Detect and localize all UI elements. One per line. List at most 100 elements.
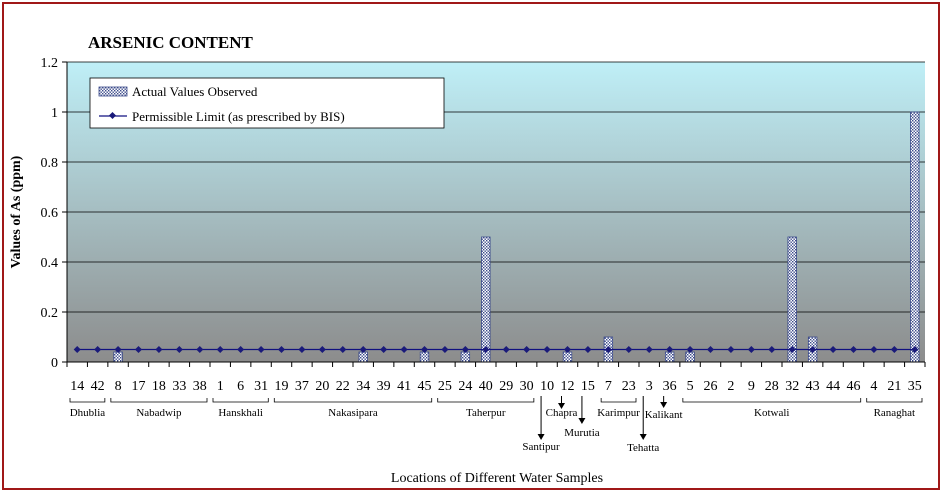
x-tick-label: 35 xyxy=(908,379,922,394)
legend-bar-label: Actual Values Observed xyxy=(132,84,258,99)
limit-marker xyxy=(482,345,490,354)
y-tick-label: 0.6 xyxy=(41,206,59,221)
location-label: Chapra xyxy=(546,407,578,419)
limit-marker xyxy=(298,345,306,354)
location-arrowhead xyxy=(558,403,565,409)
location-arrowhead xyxy=(578,418,586,424)
y-tick-label: 1.2 xyxy=(41,56,59,71)
bar xyxy=(910,111,920,363)
limit-marker xyxy=(604,345,612,354)
limit-marker xyxy=(461,345,469,354)
x-tick-label: 9 xyxy=(748,379,755,394)
x-tick-label: 18 xyxy=(152,379,166,394)
limit-marker xyxy=(911,345,919,354)
limit-marker xyxy=(420,345,429,354)
limit-series xyxy=(73,345,919,354)
x-tick-label: 39 xyxy=(377,379,391,394)
x-tick-label: 5 xyxy=(687,379,694,394)
limit-marker xyxy=(809,345,817,354)
limit-marker xyxy=(686,345,694,354)
x-tick-label: 7 xyxy=(605,379,612,394)
location-bracket xyxy=(273,398,433,403)
x-tick-label: 36 xyxy=(663,379,677,394)
x-tick-label: 6 xyxy=(237,379,244,394)
legend-marker xyxy=(108,111,117,120)
x-tick-label: 44 xyxy=(826,379,840,394)
x-tick-label: 32 xyxy=(785,379,799,394)
x-tick-label: 28 xyxy=(765,379,779,394)
x-tick-label: 46 xyxy=(847,379,861,394)
limit-marker xyxy=(645,345,653,354)
limit-marker xyxy=(849,345,858,354)
limit-marker xyxy=(134,345,143,354)
x-tick-label: 8 xyxy=(115,379,122,394)
location-bracket xyxy=(600,398,637,403)
x-tick-label: 31 xyxy=(254,379,268,394)
limit-marker xyxy=(94,345,102,354)
limit-marker xyxy=(175,345,183,354)
x-tick-label: 10 xyxy=(540,379,554,394)
y-axis-label: Values of As (ppm) xyxy=(9,155,24,268)
limit-marker xyxy=(563,345,572,354)
location-bracket xyxy=(682,398,862,403)
limit-marker xyxy=(400,345,408,354)
limit-marker xyxy=(829,345,837,354)
limit-marker xyxy=(890,345,898,354)
limit-marker xyxy=(277,345,286,354)
limit-marker xyxy=(747,345,755,354)
location-label: Ranaghat xyxy=(874,407,916,419)
location-label: Tehatta xyxy=(627,442,659,454)
legend: Actual Values Observed Permissible Limit… xyxy=(89,77,445,129)
x-tick-label: 24 xyxy=(458,379,472,394)
x-tick-label: 2 xyxy=(727,379,734,394)
legend-line-label: Permissible Limit (as prescribed by BIS) xyxy=(132,109,345,124)
legend-bar-swatch xyxy=(98,86,128,97)
x-tick-label: 30 xyxy=(520,379,534,394)
limit-marker xyxy=(216,345,224,354)
gridlines xyxy=(67,61,925,313)
limit-marker xyxy=(727,345,735,354)
limit-marker xyxy=(73,345,81,354)
limit-marker xyxy=(523,345,531,354)
y-tick-label: 0.8 xyxy=(41,156,59,171)
limit-marker xyxy=(870,345,878,354)
limit-marker xyxy=(318,345,326,354)
x-tick-label: 45 xyxy=(418,379,432,394)
x-tick-label: 34 xyxy=(356,379,370,394)
location-label: Nakasipara xyxy=(328,407,378,419)
location-label: Taherpur xyxy=(466,407,506,419)
limit-marker xyxy=(339,345,347,354)
location-arrowhead xyxy=(537,434,545,440)
x-tick-label: 1 xyxy=(217,379,224,394)
x-tick-label: 42 xyxy=(91,379,105,394)
x-tick-label: 25 xyxy=(438,379,452,394)
x-tick-label: 15 xyxy=(581,379,595,394)
limit-marker xyxy=(196,345,204,354)
x-tick-label: 12 xyxy=(561,379,575,394)
bar xyxy=(562,351,573,363)
x-axis-label: Locations of Different Water Samples xyxy=(391,471,603,486)
limit-marker xyxy=(155,345,163,354)
location-label: Hanskhali xyxy=(218,407,263,419)
limit-marker xyxy=(543,345,551,354)
x-tick-label: 21 xyxy=(887,379,901,394)
x-tick-label: 40 xyxy=(479,379,493,394)
x-tick-label: 22 xyxy=(336,379,350,394)
location-label: Kalikant xyxy=(645,409,683,421)
y-tick-label: 1 xyxy=(51,106,58,121)
bar xyxy=(481,236,491,363)
x-tick-label: 23 xyxy=(622,379,636,394)
x-tick-label: 17 xyxy=(132,379,146,394)
x-tick-label: 20 xyxy=(315,379,329,394)
x-tick-label: 26 xyxy=(704,379,718,394)
x-tick-label: 38 xyxy=(193,379,207,394)
location-label: Karimpur xyxy=(597,407,640,419)
x-tick-label: 14 xyxy=(70,379,84,394)
bar xyxy=(685,351,695,363)
limit-marker xyxy=(359,345,367,354)
limit-marker xyxy=(666,345,674,354)
x-tick-label: 4 xyxy=(870,379,877,394)
chart-title: ARSENIC CONTENT xyxy=(88,33,253,52)
bar xyxy=(664,351,675,363)
